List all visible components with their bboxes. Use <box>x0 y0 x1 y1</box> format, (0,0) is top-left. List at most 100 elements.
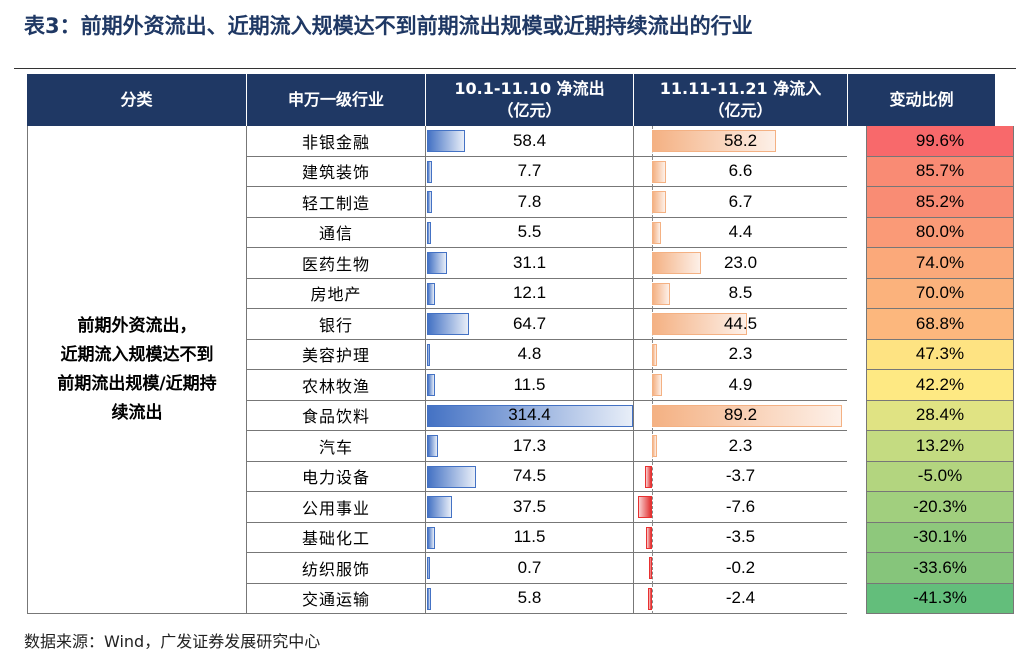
outflow-cell: 11.5 <box>425 522 633 553</box>
industry-cell: 农林牧渔 <box>246 370 425 401</box>
header-outflow: 10.1-11.10 净流出 （亿元） <box>425 74 633 126</box>
header-industry-label: 申万一级行业 <box>287 90 384 109</box>
industry-cell: 食品饮料 <box>246 400 425 431</box>
change-cell: 47.3% <box>866 339 1014 370</box>
inflow-cell: -2.4 <box>633 583 847 614</box>
industry-cell: 银行 <box>246 309 425 340</box>
inflow-cell: 6.7 <box>633 187 847 218</box>
inflow-value: 2.3 <box>728 435 753 455</box>
industry-cell: 交通运输 <box>246 583 425 614</box>
inflow-axis <box>652 522 653 553</box>
category-line: 前期流出规模/近期持 <box>57 373 217 394</box>
inflow-axis <box>652 461 653 492</box>
outflow-bar <box>427 435 439 457</box>
inflow-bar <box>645 465 652 488</box>
industry-cell: 建筑装饰 <box>246 156 425 187</box>
outflow-bar <box>427 191 433 213</box>
change-cell: 80.0% <box>866 217 1014 248</box>
inflow-axis <box>652 583 653 614</box>
header-change-label: 变动比例 <box>889 90 954 109</box>
outflow-value: 17.3 <box>512 435 547 455</box>
table-row: 银行 64.7 44.5 68.8% <box>246 309 1014 340</box>
outflow-bar <box>427 313 470 335</box>
change-cell: 28.4% <box>866 400 1014 431</box>
table-row: 非银金融 58.4 58.2 99.6% <box>246 126 1014 157</box>
table-row: 食品饮料 314.4 89.2 28.4% <box>246 400 1014 431</box>
table-row: 农林牧渔 11.5 4.9 42.2% <box>246 370 1014 401</box>
inflow-bar <box>652 435 657 457</box>
category-cell: 前期外资流出， 近期流入规模达不到 前期流出规模/近期持 续流出 <box>27 126 246 614</box>
outflow-cell: 7.7 <box>425 156 633 187</box>
category-line: 近期流入规模达不到 <box>60 344 214 365</box>
table-row: 美容护理 4.8 2.3 47.3% <box>246 339 1014 370</box>
inflow-value: -2.4 <box>725 588 756 608</box>
outflow-cell: 58.4 <box>425 126 633 157</box>
outflow-bar <box>427 496 452 518</box>
inflow-bar <box>652 343 657 366</box>
outflow-value: 58.4 <box>512 130 547 150</box>
inflow-value: -3.7 <box>725 466 756 486</box>
inflow-value: 4.4 <box>728 222 753 242</box>
change-cell: 99.6% <box>866 126 1014 157</box>
inflow-cell: 44.5 <box>633 309 847 340</box>
outflow-bar <box>427 526 435 549</box>
inflow-cell: 8.5 <box>633 278 847 309</box>
change-cell: -33.6% <box>866 553 1014 584</box>
change-cell: 70.0% <box>866 278 1014 309</box>
outflow-cell: 0.7 <box>425 553 633 584</box>
table-row: 汽车 17.3 2.3 13.2% <box>246 431 1014 462</box>
table-row: 基础化工 11.5 -3.5 -30.1% <box>246 522 1014 553</box>
outflow-cell: 7.8 <box>425 187 633 218</box>
outflow-bar <box>427 252 448 274</box>
inflow-bar <box>652 160 667 183</box>
industry-cell: 房地产 <box>246 278 425 309</box>
inflow-cell: 4.4 <box>633 217 847 248</box>
source-note: 数据来源：Wind，广发证券发展研究中心 <box>24 632 321 651</box>
outflow-cell: 5.5 <box>425 217 633 248</box>
outflow-bar <box>427 221 431 244</box>
inflow-cell: 4.9 <box>633 370 847 401</box>
table-header: 分类 申万一级行业 10.1-11.10 净流出 （亿元） 11.11-11.2… <box>27 74 995 126</box>
outflow-bar <box>427 587 431 610</box>
inflow-bar <box>652 404 842 427</box>
change-cell: -20.3% <box>866 492 1014 523</box>
outflow-value: 12.1 <box>512 283 547 303</box>
industry-cell: 公用事业 <box>246 492 425 523</box>
outflow-cell: 17.3 <box>425 431 633 462</box>
inflow-bar <box>652 282 671 305</box>
industry-cell: 基础化工 <box>246 522 425 553</box>
inflow-value: 2.3 <box>728 344 753 364</box>
title-divider <box>14 68 1016 69</box>
industry-cell: 非银金融 <box>246 126 425 157</box>
change-cell: 13.2% <box>866 431 1014 462</box>
inflow-bar <box>652 191 667 213</box>
change-cell: -30.1% <box>866 522 1014 553</box>
change-cell: -41.3% <box>866 583 1014 614</box>
outflow-cell: 12.1 <box>425 278 633 309</box>
table-title: 表3：前期外资流出、近期流入规模达不到前期流出规模或近期持续流出的行业 <box>24 14 753 38</box>
category-line: 前期外资流出， <box>77 315 197 336</box>
inflow-bar <box>638 496 652 518</box>
inflow-value: 89.2 <box>723 405 758 425</box>
inflow-cell: -7.6 <box>633 492 847 523</box>
inflow-bar <box>652 252 701 274</box>
outflow-cell: 64.7 <box>425 309 633 340</box>
table-row: 交通运输 5.8 -2.4 -41.3% <box>246 583 1014 614</box>
table-row: 房地产 12.1 8.5 70.0% <box>246 278 1014 309</box>
inflow-axis <box>652 492 653 523</box>
outflow-value: 64.7 <box>512 313 547 333</box>
outflow-bar <box>427 282 435 305</box>
outflow-bar <box>427 130 466 152</box>
table-row: 纺织服饰 0.7 -0.2 -33.6% <box>246 553 1014 584</box>
change-cell: 42.2% <box>866 370 1014 401</box>
outflow-value: 0.7 <box>517 557 542 577</box>
industry-cell: 医药生物 <box>246 248 425 279</box>
industry-cell: 汽车 <box>246 431 425 462</box>
table-row: 医药生物 31.1 23.0 74.0% <box>246 248 1014 279</box>
inflow-cell: 23.0 <box>633 248 847 279</box>
outflow-value: 11.5 <box>513 527 546 547</box>
inflow-bar <box>649 557 652 579</box>
outflow-bar <box>427 343 431 366</box>
table-row: 公用事业 37.5 -7.6 -20.3% <box>246 492 1014 523</box>
outflow-value: 11.5 <box>513 374 546 394</box>
